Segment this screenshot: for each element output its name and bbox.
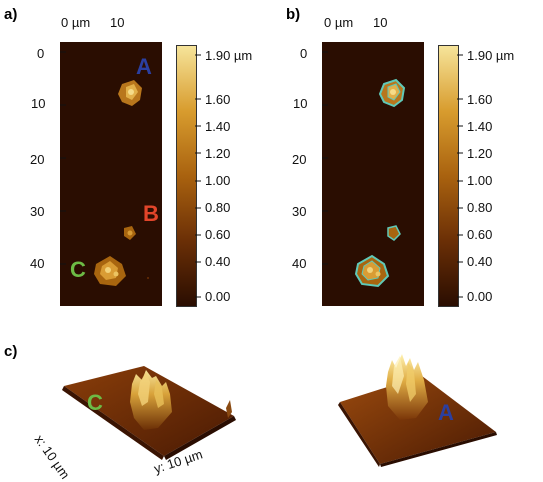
panel-a-label: a) xyxy=(4,6,18,23)
panel-b-colorbar-label-1.60: 1.60 xyxy=(467,92,493,107)
panel-c-3d-view-A xyxy=(338,354,497,467)
panel-a-particle-B xyxy=(124,226,136,240)
panel-a-afm-svg xyxy=(60,51,149,286)
panel-b-y-tick-20: 20 xyxy=(292,152,307,167)
panel-c-label-particle-A: A xyxy=(438,400,454,425)
panel-c-label: c) xyxy=(4,343,18,360)
panel-a-y-tick-0: 0 xyxy=(37,46,45,61)
panel-a-colorbar-label-0.60: 0.60 xyxy=(205,227,231,242)
panel-a-y-tick-20: 20 xyxy=(30,152,45,167)
panel-c-right-peak xyxy=(386,354,428,420)
panel-a-x-tick-0: 0 µm xyxy=(61,15,91,30)
panel-a-colorbar-label-0.00: 0.00 xyxy=(205,289,231,304)
label-particle-C: C xyxy=(70,257,86,282)
panel-b-colorbar-label-1.20: 1.20 xyxy=(467,146,493,161)
label-particle-A: A xyxy=(136,54,152,79)
panel-b-y-tick-30: 30 xyxy=(292,204,307,219)
panel-a-colorbar-label-1.00: 1.00 xyxy=(205,173,231,188)
panel-a-colorbar-label-0.40: 0.40 xyxy=(205,254,231,269)
panel-a-particle-C xyxy=(94,256,126,286)
panel-b-colorbar-label-max: 1.90 µm xyxy=(467,48,515,63)
panel-b-particle-B-mask xyxy=(387,225,401,241)
panel-b-y-tick-40: 40 xyxy=(292,256,307,271)
panel-b-colorbar-label-0.60: 0.60 xyxy=(467,227,493,242)
panel-a-y-tick-10: 10 xyxy=(31,96,46,111)
panel-b-colorbar-label-0.40: 0.40 xyxy=(467,254,493,269)
panel-b-colorbar-label-0.00: 0.00 xyxy=(467,289,493,304)
panel-b-x-tick-10: 10 xyxy=(373,15,388,30)
panel-a-colorbar-label-1.60: 1.60 xyxy=(205,92,231,107)
panel-b-colorbar xyxy=(438,45,459,307)
panel-b-y-tick-10: 10 xyxy=(293,96,308,111)
panel-a-colorbar-ticks xyxy=(195,54,201,298)
panel-a-colorbar-label-max: 1.90 µm xyxy=(205,48,253,63)
panel-b-colorbar-label-0.80: 0.80 xyxy=(467,200,493,215)
panel-b-y-tick-0: 0 xyxy=(300,46,308,61)
panel-b-particle-C-mask xyxy=(354,254,390,288)
panel-b-colorbar-label-1.00: 1.00 xyxy=(467,173,493,188)
panel-c-left-peak xyxy=(130,370,172,430)
panel-a-colorbar-label-0.80: 0.80 xyxy=(205,200,231,215)
panel-c-left-spike xyxy=(226,400,232,418)
panel-b-label: b) xyxy=(286,6,301,23)
panel-a-particle-A xyxy=(118,80,142,106)
panel-a-colorbar-label-1.40: 1.40 xyxy=(205,119,231,134)
panel-a-afm-map xyxy=(60,42,162,306)
panel-b-particle-A-mask xyxy=(378,78,406,108)
panel-c-right-plane xyxy=(340,376,496,464)
panel-b-afm-map xyxy=(322,42,424,306)
panel-b-afm-svg xyxy=(322,51,406,288)
panel-a-y-tick-40: 40 xyxy=(30,256,45,271)
label-particle-B: B xyxy=(143,201,159,226)
panel-b-colorbar-ticks xyxy=(457,54,463,298)
panel-a-colorbar xyxy=(176,45,197,307)
panel-a-x-tick-10: 10 xyxy=(110,15,125,30)
panel-c-3d-view-C xyxy=(62,366,236,460)
panel-b-colorbar-label-1.40: 1.40 xyxy=(467,119,493,134)
panel-a-y-tick-30: 30 xyxy=(30,204,45,219)
panel-c-label-particle-C: C xyxy=(87,390,103,415)
panel-b-x-tick-0: 0 µm xyxy=(324,15,354,30)
panel-a-colorbar-label-1.20: 1.20 xyxy=(205,146,231,161)
